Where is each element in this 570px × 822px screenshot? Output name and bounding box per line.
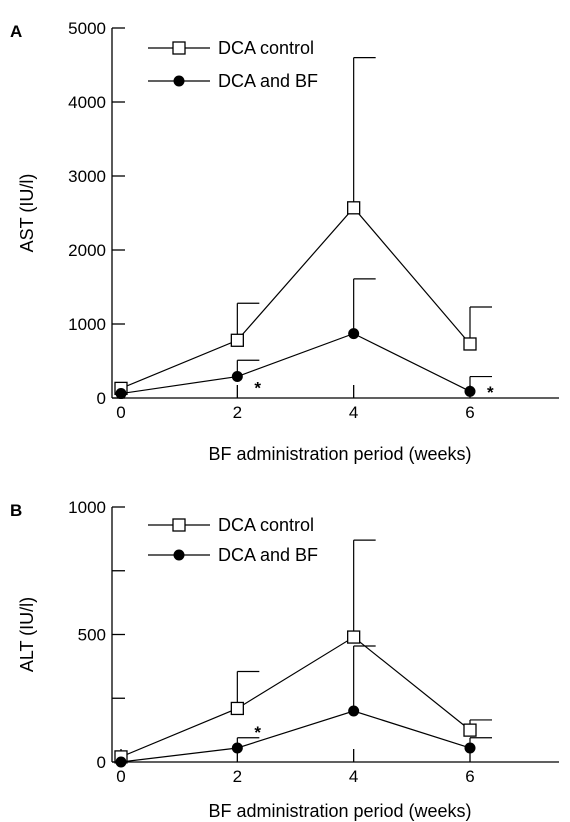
significance-marker: * <box>487 383 494 402</box>
data-point-circle <box>348 705 360 717</box>
x-tick-label: 2 <box>233 403 242 422</box>
x-tick-label: 0 <box>116 403 125 422</box>
data-point-circle <box>231 371 243 383</box>
legend-label: DCA control <box>218 515 314 535</box>
y-axis-label: AST (IU/l) <box>17 174 37 253</box>
series-line <box>120 710 471 763</box>
legend-marker-circle <box>173 75 185 87</box>
y-tick-label: 0 <box>97 753 106 772</box>
series-line <box>120 332 471 395</box>
legend-marker-square <box>172 41 186 55</box>
data-point-circle <box>115 756 127 768</box>
x-axis-label: BF administration period (weeks) <box>208 444 471 464</box>
y-tick-label: 500 <box>78 626 106 645</box>
y-axis-label: ALT (IU/l) <box>17 597 37 672</box>
y-tick-label: 0 <box>97 389 106 408</box>
x-tick-label: 4 <box>349 403 358 422</box>
x-tick-label: 6 <box>465 403 474 422</box>
significance-marker: * <box>254 723 261 742</box>
x-tick-label: 0 <box>116 767 125 786</box>
y-tick-label: 3000 <box>68 167 106 186</box>
x-axis-label: BF administration period (weeks) <box>208 801 471 821</box>
legend-label: DCA and BF <box>218 71 318 91</box>
significance-marker: * <box>254 378 261 397</box>
y-tick-label: 4000 <box>68 93 106 112</box>
series-line <box>120 206 471 389</box>
panel-label: A <box>10 22 22 41</box>
legend-label: DCA and BF <box>218 545 318 565</box>
y-tick-label: 1000 <box>68 498 106 517</box>
data-point-circle <box>115 388 127 400</box>
data-point-circle <box>464 742 476 754</box>
data-point-circle <box>464 385 476 397</box>
x-tick-label: 4 <box>349 767 358 786</box>
data-point-square <box>463 723 477 737</box>
data-point-square <box>230 701 244 716</box>
data-point-circle <box>231 742 243 754</box>
data-point-square <box>463 337 477 351</box>
legend-label: DCA control <box>218 38 314 58</box>
x-tick-label: 2 <box>233 767 242 786</box>
y-tick-label: 5000 <box>68 19 106 38</box>
series-line <box>120 636 471 758</box>
legend-marker-circle <box>173 549 185 561</box>
data-point-square <box>347 630 361 644</box>
panel-label: B <box>10 501 22 520</box>
data-point-square <box>347 201 361 215</box>
y-tick-label: 2000 <box>68 241 106 260</box>
legend-marker-square <box>172 518 186 532</box>
y-tick-label: 1000 <box>68 315 106 334</box>
x-tick-label: 6 <box>465 767 474 786</box>
data-point-circle <box>348 328 360 340</box>
data-point-square <box>230 333 244 347</box>
